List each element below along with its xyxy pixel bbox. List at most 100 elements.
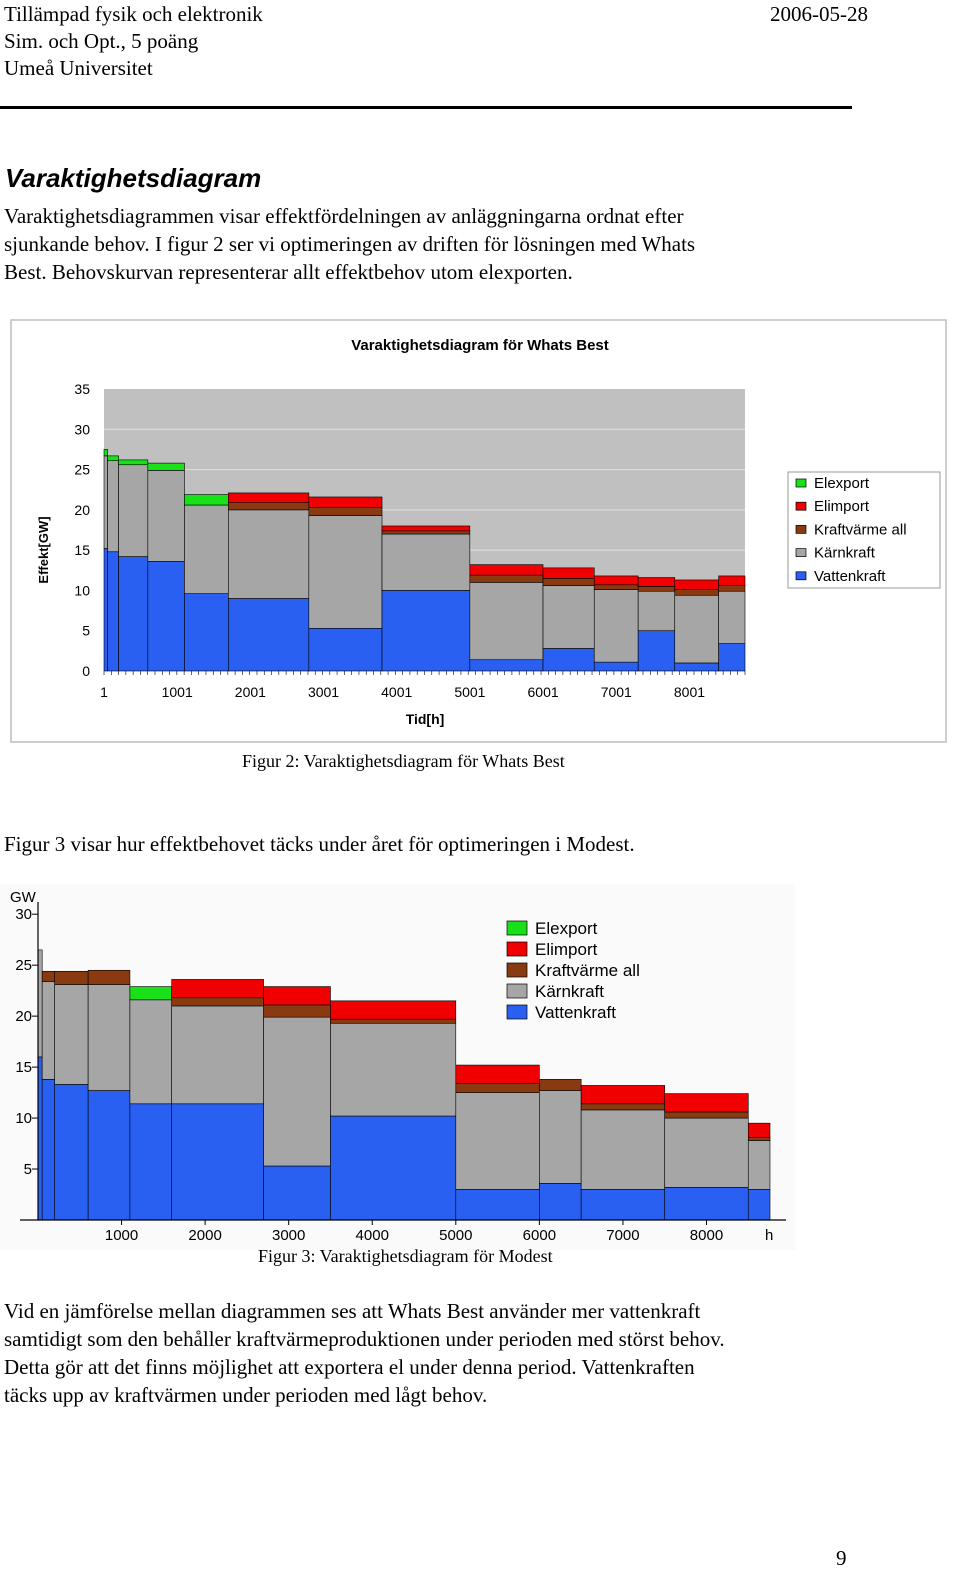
intro-line-2: sjunkande behov. I figur 2 ser vi optime… bbox=[4, 232, 696, 256]
x-tick-label: 4001 bbox=[381, 684, 412, 700]
x-tick-label: 6000 bbox=[523, 1227, 556, 1244]
header-course: Tillämpad fysik och elektronik bbox=[4, 2, 263, 26]
x-tick-label: 7001 bbox=[601, 684, 632, 700]
area-elimport-seg-8 bbox=[455, 1064, 540, 1084]
area-vattenkraft-seg-1 bbox=[107, 551, 119, 672]
area-kraftvarme-all-seg-12 bbox=[747, 1137, 771, 1141]
area-karnkraft-seg-9 bbox=[539, 1090, 582, 1184]
area-karnkraft-seg-6 bbox=[308, 515, 383, 629]
section-title: Varaktighetsdiagram bbox=[5, 163, 262, 193]
area-vattenkraft-seg-12 bbox=[674, 662, 719, 672]
area-karnkraft-seg-7 bbox=[381, 533, 471, 591]
chart-whats-best: 35 30 25 20 15 10 5 0 1 1001 2001 3001 4001 5001 6001… bbox=[10, 319, 947, 743]
x-tick-label: 4000 bbox=[356, 1227, 389, 1244]
area-kraftvarme-all-seg-6 bbox=[308, 507, 383, 516]
y-tick-label: 10 bbox=[15, 1110, 32, 1127]
area-karnkraft-seg-11 bbox=[664, 1117, 749, 1188]
area-kraftvarme-all-seg-5 bbox=[171, 997, 264, 1007]
area-elimport-seg-13 bbox=[718, 575, 746, 586]
area-kraftvarme-all-seg-9 bbox=[539, 1079, 582, 1091]
area-vattenkraft-seg-8 bbox=[455, 1189, 540, 1221]
x-tick-label: 3001 bbox=[308, 684, 339, 700]
legend-swatch-vattenkraft bbox=[506, 1004, 528, 1020]
area-kraftvarme-all-seg-7 bbox=[381, 530, 471, 535]
area-elimport-seg-8 bbox=[469, 564, 544, 576]
area-vattenkraft-seg-4 bbox=[184, 593, 229, 672]
area-karnkraft-seg-2 bbox=[54, 984, 89, 1085]
area-elimport-seg-7 bbox=[330, 1000, 457, 1020]
y-tick-label: 20 bbox=[15, 1008, 32, 1025]
header-date: 2006-05-28 bbox=[770, 2, 868, 26]
y-tick-label: 25 bbox=[15, 957, 32, 974]
area-vattenkraft-seg-6 bbox=[308, 627, 383, 672]
area-elimport-seg-9 bbox=[542, 567, 595, 579]
area-karnkraft-seg-8 bbox=[469, 582, 544, 661]
area-elimport-seg-10 bbox=[580, 1085, 666, 1105]
chart-modest: 30 25 20 15 10 5 1000 2000 3000 4000 5000 6000 7000… bbox=[0, 884, 795, 1250]
area-elimport-seg-11 bbox=[664, 1093, 749, 1113]
y-axis-label: GW bbox=[10, 889, 37, 906]
area-elimport-seg-5 bbox=[171, 979, 264, 999]
area-karnkraft-seg-13 bbox=[718, 590, 746, 644]
y-tick-label: 35 bbox=[74, 381, 90, 397]
area-karnkraft-seg-0 bbox=[103, 455, 108, 549]
legend-label-karnkraft: Kärnkraft bbox=[814, 545, 876, 562]
legend-label-elexport: Elexport bbox=[814, 475, 870, 492]
area-karnkraft-seg-3 bbox=[87, 984, 131, 1091]
area-karnkraft-seg-10 bbox=[580, 1109, 666, 1190]
legend-label-kraftvarme-all: Kraftvärme all bbox=[535, 961, 640, 980]
y-tick-label: 15 bbox=[74, 542, 90, 558]
area-elexport-seg-2 bbox=[118, 459, 149, 466]
legend-swatch-vattenkraft bbox=[795, 571, 807, 581]
x-tick-label: 3000 bbox=[272, 1227, 305, 1244]
legend-label-vattenkraft: Vattenkraft bbox=[535, 1003, 616, 1022]
area-vattenkraft-seg-1 bbox=[41, 1079, 56, 1221]
area-karnkraft-seg-1 bbox=[41, 981, 56, 1080]
area-elexport-seg-3 bbox=[147, 462, 185, 471]
area-elexport-seg-0 bbox=[103, 449, 108, 457]
x-tick-label: 2000 bbox=[188, 1227, 221, 1244]
x-axis-label: h bbox=[765, 1227, 773, 1244]
y-axis-label: Effekt[GW] bbox=[36, 516, 51, 583]
x-tick-label: 1000 bbox=[105, 1227, 138, 1244]
y-tick-label: 0 bbox=[82, 663, 90, 679]
area-karnkraft-seg-12 bbox=[674, 594, 719, 664]
area-vattenkraft-seg-2 bbox=[118, 556, 149, 672]
area-vattenkraft-seg-0 bbox=[103, 548, 108, 672]
legend-label-karnkraft: Kärnkraft bbox=[535, 982, 604, 1001]
legend-label-kraftvarme-all: Kraftvärme all bbox=[814, 521, 907, 538]
x-tick-label: 6001 bbox=[528, 684, 559, 700]
x-tick-label: 5000 bbox=[439, 1227, 472, 1244]
y-tick-label: 30 bbox=[74, 421, 90, 437]
area-kraftvarme-all-seg-3 bbox=[87, 969, 131, 985]
area-kraftvarme-all-seg-5 bbox=[228, 502, 310, 511]
area-karnkraft-seg-8 bbox=[455, 1092, 540, 1190]
legend-swatch-elexport bbox=[795, 478, 807, 488]
area-karnkraft-seg-0 bbox=[37, 949, 43, 1058]
conclusion-line-4: täcks upp av kraftvärmen under perioden … bbox=[4, 1383, 488, 1407]
legend-swatch-karnkraft bbox=[795, 548, 807, 557]
area-kraftvarme-all-seg-7 bbox=[330, 1018, 457, 1024]
figure3-caption: Figur 3: Varaktighetsdiagram för Modest bbox=[258, 1246, 553, 1266]
area-karnkraft-seg-2 bbox=[118, 464, 149, 557]
area-vattenkraft-seg-3 bbox=[147, 561, 185, 672]
area-vattenkraft-seg-0 bbox=[37, 1056, 43, 1221]
area-kraftvarme-all-seg-2 bbox=[54, 970, 89, 985]
area-elimport-seg-7 bbox=[381, 525, 471, 532]
conclusion-line-2: samtidigt som den behåller kraftvärmepro… bbox=[4, 1327, 725, 1351]
legend-label-elimport: Elimport bbox=[814, 498, 870, 515]
area-vattenkraft-seg-9 bbox=[542, 648, 595, 672]
area-vattenkraft-seg-5 bbox=[171, 1103, 264, 1221]
figure2-caption: Figur 2: Varaktighetsdiagram för Whats B… bbox=[242, 751, 565, 771]
x-tick-label: 1 bbox=[100, 684, 108, 700]
header-subject: Sim. och Opt., 5 poäng bbox=[4, 29, 199, 53]
area-kraftvarme-all-seg-13 bbox=[718, 585, 746, 592]
y-tick-label: 10 bbox=[74, 582, 90, 598]
conclusion-line-1: Vid en jämförelse mellan diagrammen ses … bbox=[4, 1299, 701, 1323]
y-tick-label: 30 bbox=[15, 906, 32, 923]
area-elimport-seg-11 bbox=[637, 577, 676, 587]
area-karnkraft-seg-7 bbox=[330, 1022, 457, 1117]
area-elimport-seg-10 bbox=[593, 575, 639, 586]
area-karnkraft-seg-9 bbox=[542, 585, 595, 649]
area-vattenkraft-seg-12 bbox=[747, 1189, 771, 1221]
